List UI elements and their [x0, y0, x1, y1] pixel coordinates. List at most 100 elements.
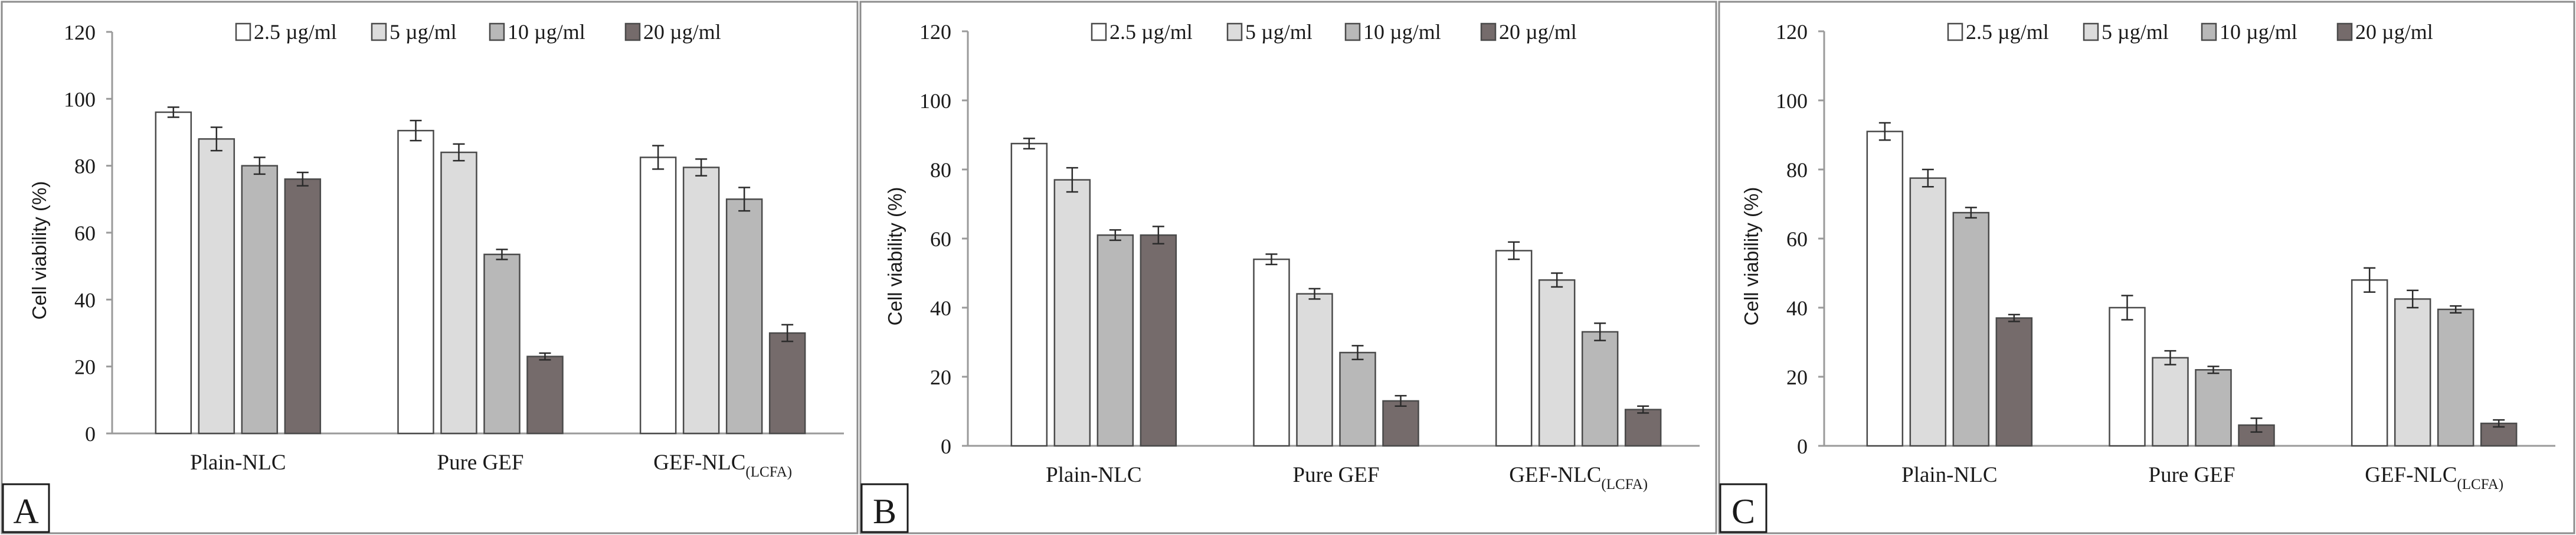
- legend-swatch-3: [2336, 22, 2353, 41]
- y-tick-label: 0: [1797, 435, 1808, 458]
- bar-b-0-2: [1096, 234, 1134, 447]
- chart-panel-a: 0 20 40 60 80 100 120 Cell viability (%) Plain-N…: [1, 1, 859, 534]
- bar-c-2-0: [2351, 279, 2388, 447]
- y-tick-label: 60: [1786, 227, 1808, 251]
- panel-border: [1, 1, 859, 534]
- x-tick-label: Plain-NLC: [1901, 463, 1997, 487]
- bar-a-1-2: [483, 253, 521, 435]
- legend-swatch-1: [371, 22, 387, 41]
- legend-swatch-2: [1344, 22, 1361, 41]
- bar-b-1-1: [1296, 293, 1333, 447]
- legend-swatch-0: [1947, 22, 1963, 41]
- legend-label-2: 10 µg/ml: [1363, 20, 1441, 44]
- bar-c-2-2: [2437, 308, 2474, 447]
- bar-c-0-0: [1866, 131, 1904, 447]
- x-tick-label-subscript: (LCFA): [1601, 477, 1648, 492]
- x-tick-label-main: Pure GEF: [437, 451, 524, 475]
- panel-border: [1718, 1, 2575, 534]
- bar-a-1-1: [440, 151, 477, 435]
- bar-b-1-0: [1253, 258, 1290, 447]
- x-tick-label-main: GEF-NLC: [1509, 463, 1601, 487]
- legend-swatch-1: [1226, 22, 1243, 41]
- y-tick-label: 100: [64, 87, 96, 111]
- y-tick-label: 20: [74, 355, 96, 379]
- y-tick-label: 100: [919, 89, 951, 113]
- legend-label-0: 2.5 µg/ml: [1966, 20, 2049, 44]
- panel-border: [859, 1, 1717, 534]
- y-tick-label: 60: [930, 227, 951, 251]
- legend-label-1: 5 µg/ml: [389, 20, 457, 44]
- legend: 2.5 µg/ml 5 µg/ml 10 µg/ml 20 µg/ml: [1091, 20, 1577, 44]
- x-tick-label-subscript: (LCFA): [2457, 477, 2503, 492]
- y-tick-label: 20: [930, 366, 951, 389]
- bar-c-0-3: [1995, 317, 2033, 447]
- legend-label-1: 5 µg/ml: [2102, 20, 2169, 44]
- bar-b-2-0: [1495, 250, 1533, 447]
- y-tick-label: 40: [1786, 296, 1808, 320]
- x-tick-label-main: GEF-NLC: [2365, 463, 2457, 487]
- bar-c-0-2: [1952, 211, 1990, 447]
- x-tick-label: GEF-NLC(LCFA): [1509, 463, 1648, 492]
- y-tick-label: 120: [919, 20, 951, 44]
- bar-b-2-3: [1624, 409, 1662, 447]
- chart-panel-b: 0 20 40 60 80 100 120 Cell viability (%) Plain-N…: [859, 1, 1717, 534]
- panel-label: C: [1731, 492, 1755, 531]
- legend-swatch-0: [235, 22, 251, 41]
- bar-b-1-3: [1382, 400, 1419, 447]
- y-tick-label: 120: [64, 21, 96, 44]
- x-tick-label: Plain-NLC: [1046, 463, 1141, 487]
- bar-a-2-0: [639, 156, 677, 435]
- legend-label-3: 20 µg/ml: [643, 20, 721, 44]
- legend-label-3: 20 µg/ml: [2355, 20, 2433, 44]
- bar-b-2-2: [1581, 331, 1619, 447]
- legend-swatch-1: [2083, 22, 2099, 41]
- legend-label-1: 5 µg/ml: [1245, 20, 1312, 44]
- x-tick-label: GEF-NLC(LCFA): [2365, 463, 2503, 492]
- y-tick-label: 120: [1776, 20, 1808, 44]
- bar-b-0-1: [1053, 179, 1091, 447]
- y-axis-label: Cell viability (%): [28, 181, 50, 320]
- panel-label-box: [2, 483, 50, 533]
- legend-label-2: 10 µg/ml: [2220, 20, 2297, 44]
- legend-swatch-0: [1091, 22, 1107, 41]
- x-tick-label-main: Plain-NLC: [190, 451, 286, 475]
- panel-label: B: [873, 492, 896, 531]
- y-tick-label: 20: [1786, 366, 1808, 389]
- panel-label-box: [860, 483, 909, 533]
- bar-a-2-2: [725, 198, 763, 435]
- x-tick-label: Pure GEF: [2149, 463, 2235, 487]
- bar-a-0-2: [241, 165, 279, 435]
- panel-label-box: [1719, 483, 1767, 533]
- y-tick-label: 40: [930, 296, 951, 320]
- bar-a-2-1: [682, 167, 720, 435]
- bar-b-1-2: [1339, 351, 1376, 447]
- x-tick-label-main: GEF-NLC: [653, 451, 745, 475]
- legend-label-0: 2.5 µg/ml: [1109, 20, 1193, 44]
- bar-c-1-1: [2152, 357, 2189, 447]
- y-tick-label: 80: [74, 155, 96, 178]
- y-tick-label: 0: [85, 422, 96, 446]
- x-tick-label-main: Pure GEF: [1293, 463, 1380, 487]
- bar-a-1-3: [526, 355, 564, 435]
- bar-b-0-3: [1140, 234, 1177, 447]
- x-tick-label-main: Plain-NLC: [1046, 463, 1141, 487]
- bar-c-0-1: [1909, 177, 1947, 447]
- y-tick-label: 80: [930, 158, 951, 182]
- chart-panel-c: 0 20 40 60 80 100 120 Cell viability (%) Plain-N…: [1718, 1, 2575, 534]
- bar-b-2-1: [1538, 279, 1576, 447]
- bar-c-1-2: [2195, 369, 2232, 447]
- bar-c-1-0: [2109, 306, 2146, 447]
- x-tick-label-subscript: (LCFA): [745, 464, 792, 480]
- bar-a-0-0: [155, 111, 192, 435]
- y-tick-label: 0: [941, 435, 951, 458]
- y-tick-label: 40: [74, 288, 96, 312]
- y-axis-label: Cell viability (%): [884, 187, 906, 326]
- y-tick-label: 80: [1786, 158, 1808, 182]
- x-tick-label: GEF-NLC(LCFA): [653, 451, 792, 480]
- y-tick-label: 100: [1776, 89, 1808, 113]
- y-axis-label: Cell viability (%): [1740, 187, 1762, 326]
- x-tick-label: Pure GEF: [437, 451, 524, 475]
- legend-label-3: 20 µg/ml: [1499, 20, 1577, 44]
- legend: 2.5 µg/ml 5 µg/ml 10 µg/ml 20 µg/ml: [235, 20, 721, 44]
